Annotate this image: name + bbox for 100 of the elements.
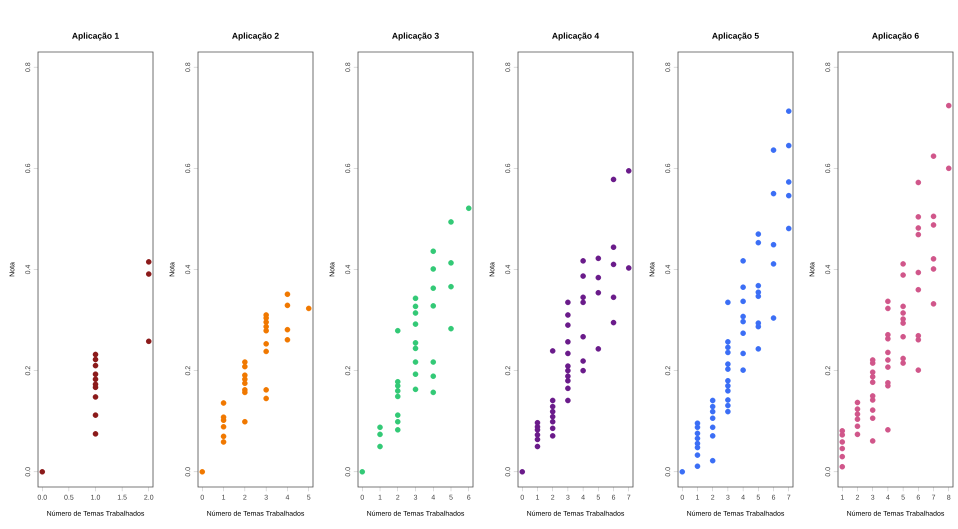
point (412, 321, 418, 327)
point (756, 231, 762, 237)
point (550, 433, 556, 439)
point (359, 469, 366, 475)
point (242, 364, 248, 370)
point (725, 361, 731, 367)
point (900, 272, 906, 278)
point (412, 310, 418, 316)
point (550, 348, 556, 354)
point (900, 304, 906, 310)
point (839, 432, 846, 438)
point (377, 424, 383, 430)
point (930, 266, 936, 272)
point (394, 383, 401, 389)
point (870, 374, 876, 380)
point (885, 350, 891, 356)
point (92, 371, 98, 377)
chart-title: Aplicação 3 (392, 32, 439, 40)
point (756, 346, 762, 352)
point (242, 418, 248, 425)
point (580, 334, 586, 340)
point (92, 431, 98, 437)
point (146, 338, 152, 344)
point (786, 179, 792, 185)
point (565, 398, 571, 404)
point (534, 436, 540, 442)
point (534, 432, 540, 438)
point (725, 300, 731, 306)
point (740, 314, 746, 320)
point (854, 423, 860, 430)
point (839, 454, 846, 460)
point (610, 244, 616, 250)
point (946, 166, 952, 172)
point (740, 330, 746, 336)
point (412, 346, 418, 352)
point (596, 274, 602, 280)
point (565, 386, 571, 392)
point (580, 258, 586, 264)
point (550, 418, 556, 425)
point (610, 262, 616, 268)
chart-title: Aplicação 5 (712, 32, 759, 40)
point (839, 464, 846, 470)
point (870, 379, 876, 386)
point (916, 232, 922, 238)
point (565, 363, 571, 369)
point (930, 301, 936, 307)
point (916, 214, 922, 220)
point (550, 414, 556, 420)
point (596, 290, 602, 296)
point (725, 397, 731, 403)
point (534, 444, 540, 450)
point (770, 147, 776, 153)
point (242, 359, 248, 365)
point (679, 469, 686, 475)
point (394, 418, 401, 425)
point (885, 298, 891, 304)
point (786, 192, 792, 198)
point (377, 444, 383, 450)
point (946, 102, 952, 108)
point (412, 371, 418, 377)
point (694, 424, 700, 430)
point (839, 439, 846, 445)
point (870, 369, 876, 375)
point (430, 303, 436, 309)
point (580, 300, 586, 306)
point (725, 350, 731, 356)
point (263, 387, 269, 393)
point (263, 341, 269, 347)
point (580, 368, 586, 374)
point (854, 411, 860, 417)
point (430, 359, 436, 365)
point (854, 406, 860, 412)
point (306, 306, 312, 312)
point (770, 242, 776, 248)
point (885, 364, 891, 370)
point (885, 306, 891, 312)
point (565, 339, 571, 345)
point (284, 326, 290, 332)
point (870, 415, 876, 421)
chart-title: Aplicação 2 (232, 32, 279, 40)
point (92, 376, 98, 382)
point (412, 304, 418, 310)
point (710, 415, 716, 421)
point (263, 348, 269, 354)
point (885, 427, 891, 433)
point (377, 432, 383, 438)
point (519, 469, 526, 475)
point (580, 273, 586, 279)
point (900, 261, 906, 267)
point (580, 358, 586, 364)
point (740, 258, 746, 264)
point (770, 315, 776, 321)
point (740, 318, 746, 324)
point (710, 408, 716, 414)
point (448, 219, 454, 225)
point (930, 222, 936, 228)
point (694, 436, 700, 442)
point (756, 282, 762, 288)
point (550, 398, 556, 404)
point (740, 367, 746, 373)
